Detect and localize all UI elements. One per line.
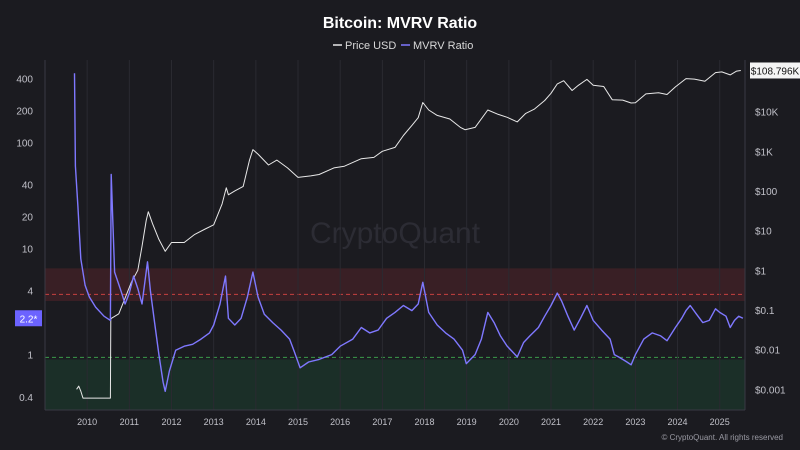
x-tick-label: 2013 bbox=[204, 417, 224, 427]
x-tick-label: 2012 bbox=[161, 417, 181, 427]
x-tick-label: 2025 bbox=[710, 417, 730, 427]
left-tick-label: 400 bbox=[16, 75, 33, 86]
left-tick-label: 0.4 bbox=[19, 393, 33, 404]
zone-overvalued bbox=[45, 268, 745, 302]
left-tick-label: 40 bbox=[22, 181, 34, 192]
x-tick-label: 2020 bbox=[499, 417, 519, 427]
x-tick-label: 2014 bbox=[246, 417, 266, 427]
series-mvrv-ratio bbox=[73, 73, 744, 392]
copyright-text: © CryptoQuant. All rights reserved bbox=[662, 433, 784, 442]
x-tick-label: 2022 bbox=[583, 417, 603, 427]
right-tick-label: $1K bbox=[755, 147, 773, 158]
x-tick-label: 2011 bbox=[120, 417, 139, 427]
x-tick-label: 2016 bbox=[330, 417, 350, 427]
grid-layer bbox=[86, 60, 721, 410]
x-tick-label: 2010 bbox=[77, 417, 97, 427]
series-price-usd bbox=[76, 70, 741, 399]
right-tick-label: $0.01 bbox=[755, 346, 780, 357]
left-tick-label: 200 bbox=[16, 107, 33, 118]
left-tick-label: 1 bbox=[27, 351, 33, 362]
right-tick-label: $10 bbox=[755, 227, 772, 238]
x-tick-label: 2018 bbox=[415, 417, 435, 427]
left-tick-label: 4 bbox=[27, 287, 33, 298]
x-tick-label: 2019 bbox=[457, 417, 477, 427]
left-tick-label: 100 bbox=[16, 139, 33, 150]
axes-layer: 2010 2011 2012 2013 2014 2015 2016 2017 2018 2019… bbox=[15, 60, 800, 427]
current-price-label: $108.796K bbox=[751, 66, 800, 77]
x-tick-label: 2024 bbox=[668, 417, 688, 427]
x-tick-label: 2015 bbox=[288, 417, 308, 427]
right-tick-label: $10K bbox=[755, 108, 779, 119]
current-price-badge bbox=[750, 62, 800, 79]
current-mvrv-label: 2.2* bbox=[20, 314, 38, 325]
left-tick-label: 10 bbox=[22, 245, 34, 256]
chart-title: Bitcoin: MVRV Ratio bbox=[323, 15, 478, 32]
left-tick-label: 20 bbox=[22, 213, 34, 224]
zone-undervalued bbox=[45, 359, 745, 410]
right-tick-label: $0.001 bbox=[755, 385, 786, 396]
legend-price-label: Price USD bbox=[345, 40, 396, 52]
watermark: CryptoQuant bbox=[310, 217, 481, 250]
x-tick-label: 2021 bbox=[541, 417, 561, 427]
series-layer bbox=[73, 70, 744, 399]
zones-layer bbox=[45, 268, 745, 410]
x-tick-label: 2023 bbox=[625, 417, 645, 427]
x-tick-label: 2017 bbox=[372, 417, 392, 427]
right-tick-label: $0.1 bbox=[755, 306, 775, 317]
legend: Price USD MVRV Ratio bbox=[333, 40, 473, 52]
right-tick-label: $1 bbox=[755, 266, 767, 277]
right-tick-label: $100 bbox=[755, 187, 778, 198]
legend-mvrv-label: MVRV Ratio bbox=[413, 40, 473, 52]
current-mvrv-badge bbox=[15, 310, 42, 327]
